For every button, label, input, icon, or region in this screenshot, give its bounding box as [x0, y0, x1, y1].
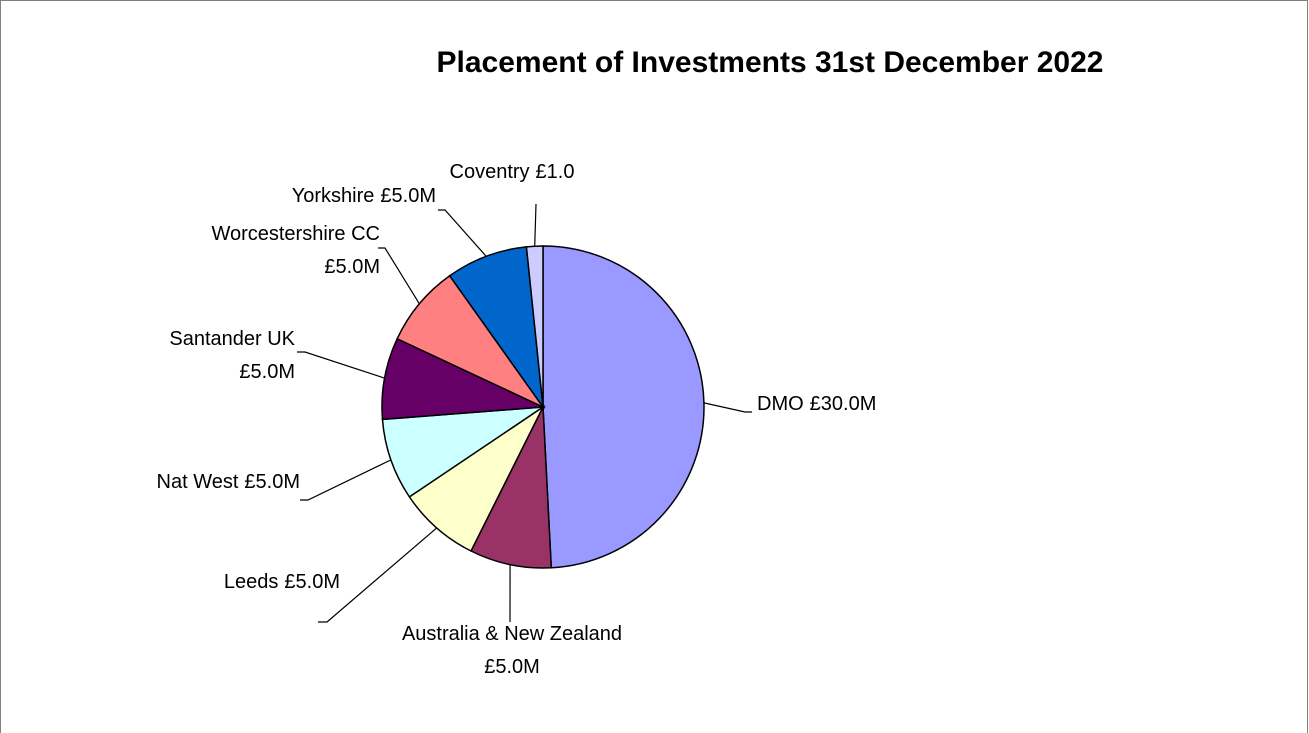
chart-title: Placement of Investments 31st December 2…	[437, 46, 1104, 79]
category-label: Coventry	[450, 161, 530, 183]
value-label: £5.0M	[239, 361, 295, 383]
data-label: Leeds £5.0M	[224, 571, 340, 593]
category-label: Nat West	[157, 471, 239, 493]
value-label: £1.0	[536, 161, 575, 183]
data-label: Worcestershire CC £5.0M	[211, 223, 380, 278]
data-label: Australia & New Zealand £5.0M	[402, 623, 622, 678]
pie-slice	[542, 245, 705, 569]
category-label: Leeds	[224, 571, 279, 593]
leader-line	[438, 209, 487, 257]
leader-line	[300, 459, 392, 501]
value-label: £5.0M	[324, 256, 380, 278]
leader-line	[318, 527, 438, 623]
data-label: Santander UK £5.0M	[169, 328, 295, 383]
category-label: Australia & New Zealand	[402, 623, 622, 645]
data-label: Coventry £1.0	[450, 161, 575, 183]
value-label: £5.0M	[244, 471, 300, 493]
leader-line	[297, 351, 385, 379]
value-label: £5.0M	[380, 185, 436, 207]
data-label: DMO £30.0M	[757, 393, 876, 415]
category-label: Worcestershire CC	[211, 223, 380, 245]
data-label: Nat West £5.0M	[157, 471, 300, 493]
leader-line	[378, 247, 420, 305]
value-label: £30.0M	[810, 393, 877, 415]
leader-line	[703, 402, 752, 413]
data-label: Yorkshire £5.0M	[292, 185, 436, 207]
value-label: £5.0M	[484, 656, 540, 678]
category-label: Santander UK	[169, 328, 295, 350]
category-label: Yorkshire	[292, 185, 375, 207]
value-label: £5.0M	[284, 571, 340, 593]
leader-line	[534, 203, 537, 247]
category-label: DMO	[757, 393, 804, 415]
